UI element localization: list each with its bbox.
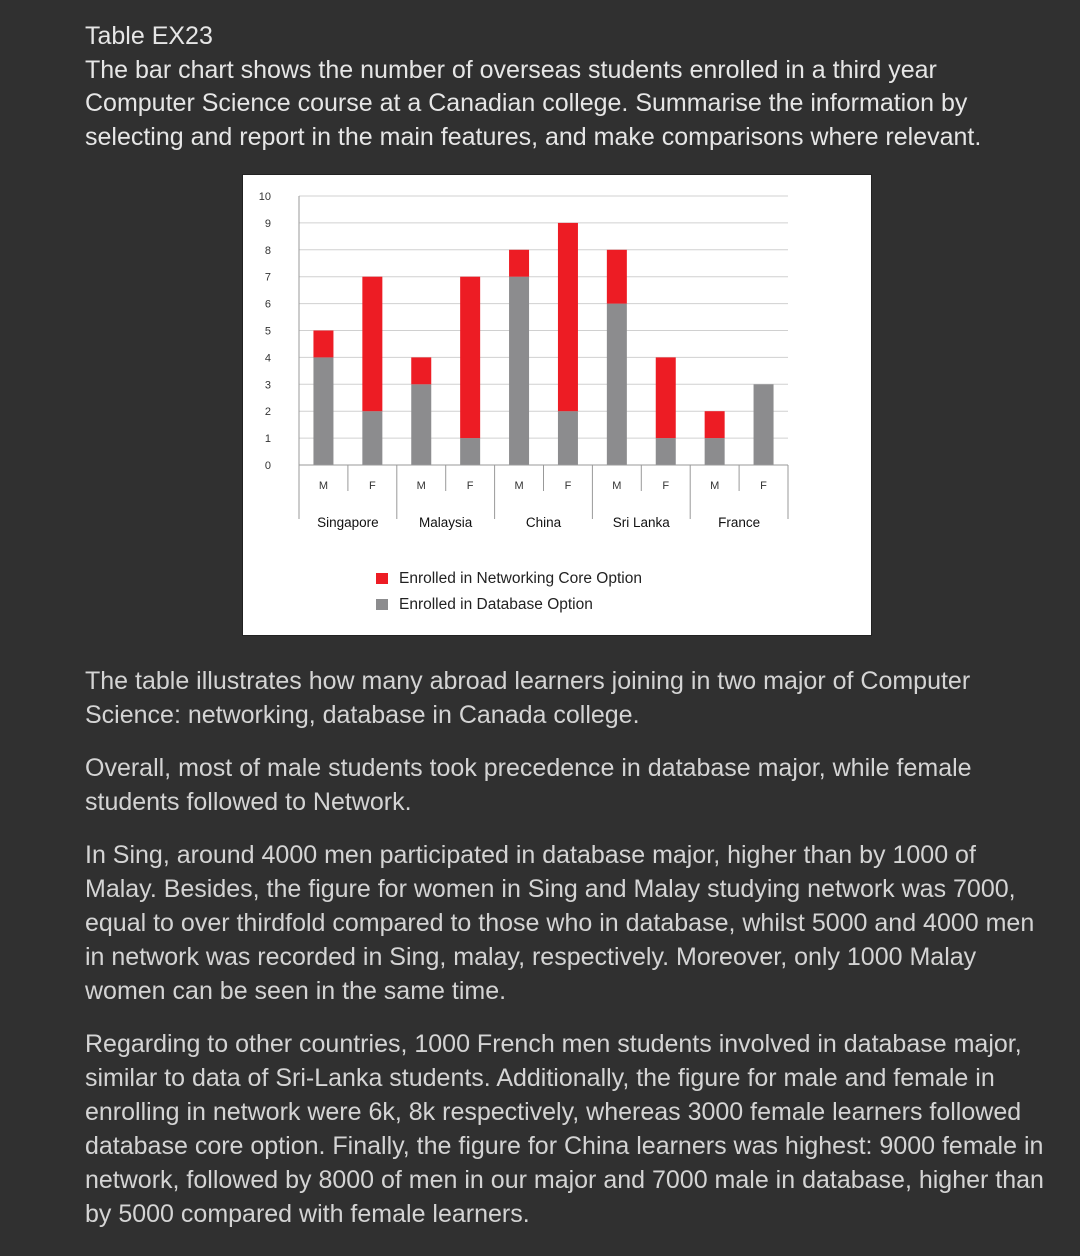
bar-database <box>362 411 383 465</box>
y-tick-label: 1 <box>265 433 271 445</box>
bar-database <box>753 384 774 465</box>
task-description: The bar chart shows the number of overse… <box>85 55 982 151</box>
y-tick-label: 9 <box>265 218 271 230</box>
y-tick-label: 3 <box>265 379 271 391</box>
bar-networking <box>411 357 432 385</box>
essay-paragraph-1: The table illustrates how many abroad le… <box>85 667 971 729</box>
legend-label: Enrolled in Database Option <box>399 596 593 613</box>
bar-networking <box>655 357 676 439</box>
x-tick-label: M <box>319 480 328 492</box>
y-tick-label: 8 <box>265 245 271 257</box>
task-title: Table EX23 <box>85 22 213 50</box>
group-label: China <box>526 515 562 530</box>
legend-label: Enrolled in Networking Core Option <box>399 570 642 587</box>
essay-paragraph-2: Overall, most of male students took prec… <box>85 754 972 816</box>
bar-database <box>460 438 481 465</box>
x-tick-label: M <box>710 480 719 492</box>
bar-networking <box>460 276 481 439</box>
bar-database <box>509 276 530 465</box>
bar-database <box>411 384 432 465</box>
group-label: Sri Lanka <box>613 515 671 530</box>
x-tick-label: F <box>760 480 767 492</box>
group-label: Singapore <box>317 515 379 530</box>
bar-database <box>606 303 627 465</box>
x-tick-label: M <box>417 480 426 492</box>
essay-paragraph-4: Regarding to other countries, 1000 Frenc… <box>85 1030 1044 1228</box>
y-tick-label: 2 <box>265 406 271 418</box>
x-tick-label: F <box>369 480 376 492</box>
bar-networking <box>606 249 627 304</box>
bar-networking <box>313 330 334 358</box>
bar-database <box>313 357 334 465</box>
y-tick-label: 0 <box>265 460 271 472</box>
y-tick-label: 7 <box>265 272 271 284</box>
x-tick-label: M <box>612 480 621 492</box>
essay-paragraph-3: In Sing, around 4000 men participated in… <box>85 841 1035 1005</box>
legend-swatch <box>376 599 388 610</box>
bar-networking <box>509 249 530 277</box>
bar-database <box>704 438 725 465</box>
task-prompt: Table EX23 The bar chart shows the numbe… <box>85 20 1045 154</box>
bar-networking <box>362 276 383 412</box>
bar-networking <box>557 222 578 412</box>
bar-networking <box>704 411 725 439</box>
x-tick-label: F <box>467 480 474 492</box>
group-label: France <box>718 515 760 530</box>
y-tick-label: 6 <box>265 299 271 311</box>
y-tick-label: 4 <box>265 352 271 364</box>
x-tick-label: F <box>662 480 669 492</box>
bar-database <box>557 411 578 465</box>
x-tick-label: M <box>514 480 523 492</box>
chart-canvas: 0 1 2 3 4 5 6 7 8 9 10 M F M F M F M F M F Singapore Malaysia C… <box>259 191 789 613</box>
y-tick-label: 5 <box>265 326 271 338</box>
group-label: Malaysia <box>419 515 473 530</box>
bar-chart: 0 1 2 3 4 5 6 7 8 9 10 M F M F M F M F M F Singapore Malaysia C… <box>242 174 872 636</box>
x-tick-label: F <box>565 480 572 492</box>
y-tick-label: 10 <box>259 191 271 203</box>
bar-database <box>655 438 676 465</box>
essay-response: The table illustrates how many abroad le… <box>85 664 1045 1250</box>
legend-swatch <box>376 573 388 584</box>
